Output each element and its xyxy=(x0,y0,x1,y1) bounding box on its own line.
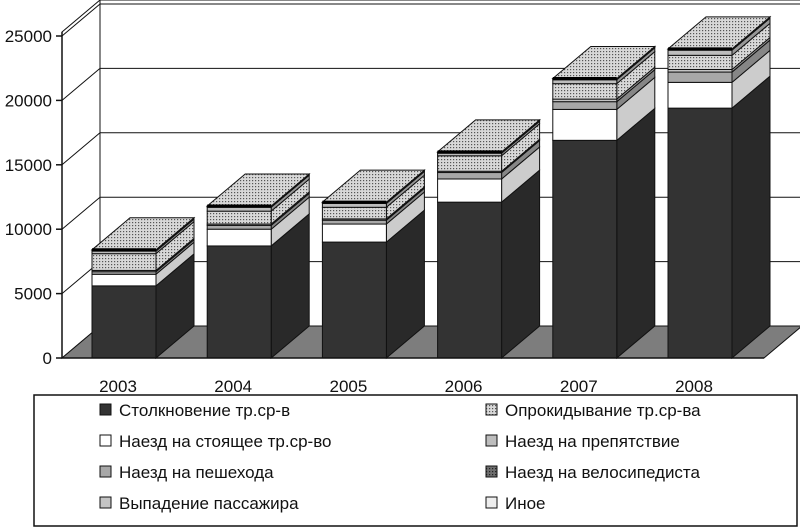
bar-segment xyxy=(667,54,733,70)
bar-segment xyxy=(321,223,387,243)
bar-segment xyxy=(321,202,387,208)
bar-segment xyxy=(91,285,157,359)
bar-stack xyxy=(90,216,196,360)
legend-swatch xyxy=(99,434,112,447)
legend-label: Наезд на пешехода xyxy=(119,463,274,482)
bar-side xyxy=(731,75,771,360)
bar-side xyxy=(616,107,656,360)
bar-segment xyxy=(206,206,272,212)
x-axis-ticks: 2003 2004 2005 2006 2007 2008 xyxy=(62,357,764,396)
x-tick-label: 2008 xyxy=(675,377,713,396)
legend-swatch xyxy=(485,434,498,447)
bar-segment xyxy=(552,139,618,359)
x-tick-label: 2004 xyxy=(214,377,252,396)
bar-segment xyxy=(321,219,387,225)
legend-box xyxy=(33,394,798,527)
y-tick-label: 25000 xyxy=(5,27,52,46)
legend-swatch xyxy=(99,403,112,416)
gridline xyxy=(61,3,800,37)
y-tick-label: 0 xyxy=(43,349,52,368)
legend-swatch xyxy=(485,403,498,416)
legend-swatch xyxy=(99,465,112,478)
bar-segment xyxy=(667,81,733,109)
bar-segment xyxy=(552,79,618,85)
bar-stack xyxy=(666,15,772,360)
bar-segment xyxy=(437,178,503,203)
legend-label: Выпадение пассажира xyxy=(119,494,299,513)
x-tick-label: 2007 xyxy=(560,377,598,396)
x-tick-label: 2003 xyxy=(99,377,137,396)
legend-swatch xyxy=(485,465,498,478)
bar-stack xyxy=(436,118,541,360)
legend-label: Иное xyxy=(505,494,546,513)
bar-segment xyxy=(206,224,272,230)
bars xyxy=(90,15,772,360)
legend-swatch xyxy=(99,496,112,509)
bar-segment xyxy=(91,273,157,287)
bar-stack xyxy=(205,172,311,360)
bar-segment xyxy=(437,172,503,180)
bar-segment xyxy=(552,83,618,100)
bar-segment xyxy=(206,245,272,359)
bar-segment xyxy=(321,241,387,359)
bar-segment xyxy=(437,201,503,359)
x-tick-label: 2006 xyxy=(445,377,483,396)
legend: Столкновение тр.ср-в Наезд на стоящее тр.… xyxy=(33,394,798,527)
bar-segment xyxy=(91,253,157,271)
legend-label: Опрокидывание тр.ср-ва xyxy=(505,401,701,420)
y-tick-label: 5000 xyxy=(14,285,52,304)
bar-segment xyxy=(206,210,272,225)
legend-label: Наезд на стоящее тр.ср-во xyxy=(119,432,332,451)
y-tick-label: 10000 xyxy=(5,220,52,239)
bar-side xyxy=(501,169,541,360)
bar-segment xyxy=(437,155,503,172)
bar-segment xyxy=(667,49,733,56)
bar-segment xyxy=(552,101,618,110)
x-tick-label: 2005 xyxy=(329,377,367,396)
legend-label: Столкновение тр.ср-в xyxy=(119,401,290,420)
y-axis-ticks: 0 5000 10000 15000 20000 25000 xyxy=(5,27,63,368)
bar-segment xyxy=(552,108,618,141)
bar-segment xyxy=(667,107,733,359)
legend-swatch xyxy=(485,496,498,509)
bar-stack xyxy=(321,169,426,360)
legend-label: Наезд на препятствие xyxy=(505,432,680,451)
y-tick-label: 15000 xyxy=(5,156,52,175)
bar-segment xyxy=(667,71,733,83)
bar-segment xyxy=(206,228,272,247)
bar-stack xyxy=(551,45,657,360)
y-tick-label: 20000 xyxy=(5,91,52,110)
legend-label: Наезд на велосипедиста xyxy=(505,463,701,482)
bar-segment xyxy=(321,206,387,220)
